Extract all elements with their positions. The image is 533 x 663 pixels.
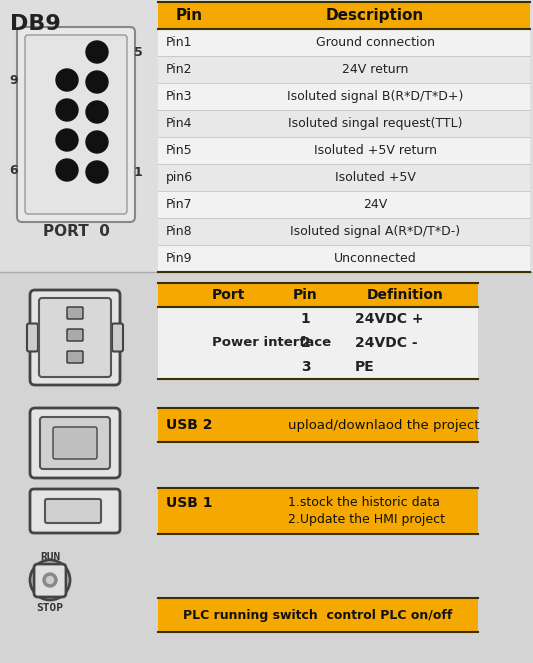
Text: DB9: DB9: [10, 14, 61, 34]
FancyBboxPatch shape: [158, 408, 478, 442]
Text: 5: 5: [134, 46, 143, 58]
FancyBboxPatch shape: [30, 489, 120, 533]
FancyBboxPatch shape: [67, 307, 83, 319]
FancyBboxPatch shape: [158, 488, 478, 534]
Circle shape: [86, 41, 108, 63]
Text: 6: 6: [10, 164, 18, 176]
Circle shape: [56, 129, 78, 151]
Text: 9: 9: [10, 74, 18, 86]
Text: Pin3: Pin3: [166, 90, 192, 103]
FancyBboxPatch shape: [25, 35, 127, 214]
Text: pin6: pin6: [166, 171, 193, 184]
Text: 24V return: 24V return: [342, 63, 408, 76]
Text: USB 2: USB 2: [166, 418, 213, 432]
FancyBboxPatch shape: [67, 329, 83, 341]
Text: Pin2: Pin2: [166, 63, 192, 76]
FancyBboxPatch shape: [40, 417, 110, 469]
FancyBboxPatch shape: [158, 191, 530, 218]
Text: Pin4: Pin4: [166, 117, 192, 130]
Circle shape: [43, 573, 57, 587]
FancyBboxPatch shape: [158, 137, 530, 164]
Circle shape: [86, 161, 108, 183]
FancyBboxPatch shape: [45, 499, 101, 523]
Text: 1.stock the historic data: 1.stock the historic data: [288, 495, 440, 509]
Circle shape: [56, 159, 78, 181]
Text: Power interface: Power interface: [212, 337, 331, 349]
FancyBboxPatch shape: [158, 110, 530, 137]
Text: PORT  0: PORT 0: [43, 223, 109, 239]
FancyBboxPatch shape: [0, 272, 533, 663]
Text: Pin7: Pin7: [166, 198, 192, 211]
Text: Pin: Pin: [175, 8, 203, 23]
Text: 24VDC -: 24VDC -: [355, 336, 417, 350]
Circle shape: [86, 71, 108, 93]
Text: RUN: RUN: [40, 552, 60, 562]
Text: Isoluted +5V: Isoluted +5V: [335, 171, 415, 184]
Text: Pin5: Pin5: [166, 144, 192, 157]
Circle shape: [56, 69, 78, 91]
Text: Port: Port: [212, 288, 245, 302]
Text: STOP: STOP: [36, 603, 63, 613]
FancyBboxPatch shape: [112, 324, 123, 351]
Text: 1: 1: [301, 312, 310, 326]
FancyBboxPatch shape: [158, 56, 530, 83]
FancyBboxPatch shape: [0, 0, 533, 272]
Text: 2.Update the HMI project: 2.Update the HMI project: [288, 512, 445, 526]
Circle shape: [46, 577, 53, 583]
Text: Description: Description: [326, 8, 424, 23]
FancyBboxPatch shape: [17, 27, 135, 222]
FancyBboxPatch shape: [39, 298, 111, 377]
FancyBboxPatch shape: [158, 307, 478, 379]
Text: 24V: 24V: [363, 198, 387, 211]
Text: PLC running switch  control PLC on/off: PLC running switch control PLC on/off: [183, 609, 453, 621]
Text: Isoluted signal A(R*D/T*D-): Isoluted signal A(R*D/T*D-): [290, 225, 460, 238]
Text: 3: 3: [301, 360, 310, 374]
Text: upload/downlaod the project: upload/downlaod the project: [288, 418, 480, 432]
FancyBboxPatch shape: [30, 408, 120, 478]
FancyBboxPatch shape: [158, 83, 530, 110]
Circle shape: [56, 99, 78, 121]
Text: Pin: Pin: [293, 288, 318, 302]
FancyBboxPatch shape: [34, 564, 66, 597]
Text: Ground connection: Ground connection: [316, 36, 434, 49]
Text: 2: 2: [301, 336, 310, 350]
Text: Definition: Definition: [367, 288, 444, 302]
Text: Pin9: Pin9: [166, 252, 192, 265]
Text: Isoluted singal request(TTL): Isoluted singal request(TTL): [288, 117, 462, 130]
Circle shape: [86, 131, 108, 153]
FancyBboxPatch shape: [158, 245, 530, 272]
FancyBboxPatch shape: [158, 164, 530, 191]
Text: Unconnected: Unconnected: [334, 252, 416, 265]
FancyBboxPatch shape: [158, 283, 478, 307]
FancyBboxPatch shape: [27, 324, 38, 351]
FancyBboxPatch shape: [67, 351, 83, 363]
FancyBboxPatch shape: [53, 427, 97, 459]
Text: Pin1: Pin1: [166, 36, 192, 49]
Text: PE: PE: [355, 360, 375, 374]
Text: Isoluted signal B(R*D/T*D+): Isoluted signal B(R*D/T*D+): [287, 90, 463, 103]
FancyBboxPatch shape: [158, 218, 530, 245]
FancyBboxPatch shape: [158, 598, 478, 632]
Circle shape: [86, 101, 108, 123]
Text: Pin8: Pin8: [166, 225, 192, 238]
Text: Isoluted +5V return: Isoluted +5V return: [313, 144, 437, 157]
Text: USB 1: USB 1: [166, 496, 213, 510]
Text: 1: 1: [134, 166, 143, 178]
FancyBboxPatch shape: [158, 29, 530, 56]
Text: 24VDC +: 24VDC +: [355, 312, 423, 326]
FancyBboxPatch shape: [158, 2, 530, 29]
FancyBboxPatch shape: [30, 290, 120, 385]
